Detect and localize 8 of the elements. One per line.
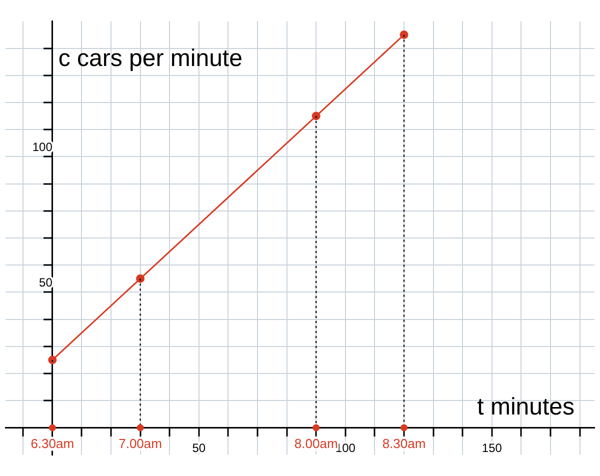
x-axis-title: t minutes [477, 393, 574, 420]
annotation: 8.00am [294, 436, 338, 451]
annotation: 8.30am [382, 436, 426, 451]
annotation: 7.00am [118, 436, 162, 451]
y-axis-title: c cars per minute [58, 44, 242, 72]
x-tick-label: 50 [192, 441, 206, 456]
x-tick-label: 150 [482, 441, 502, 456]
annotation: 6.30am [30, 436, 74, 451]
